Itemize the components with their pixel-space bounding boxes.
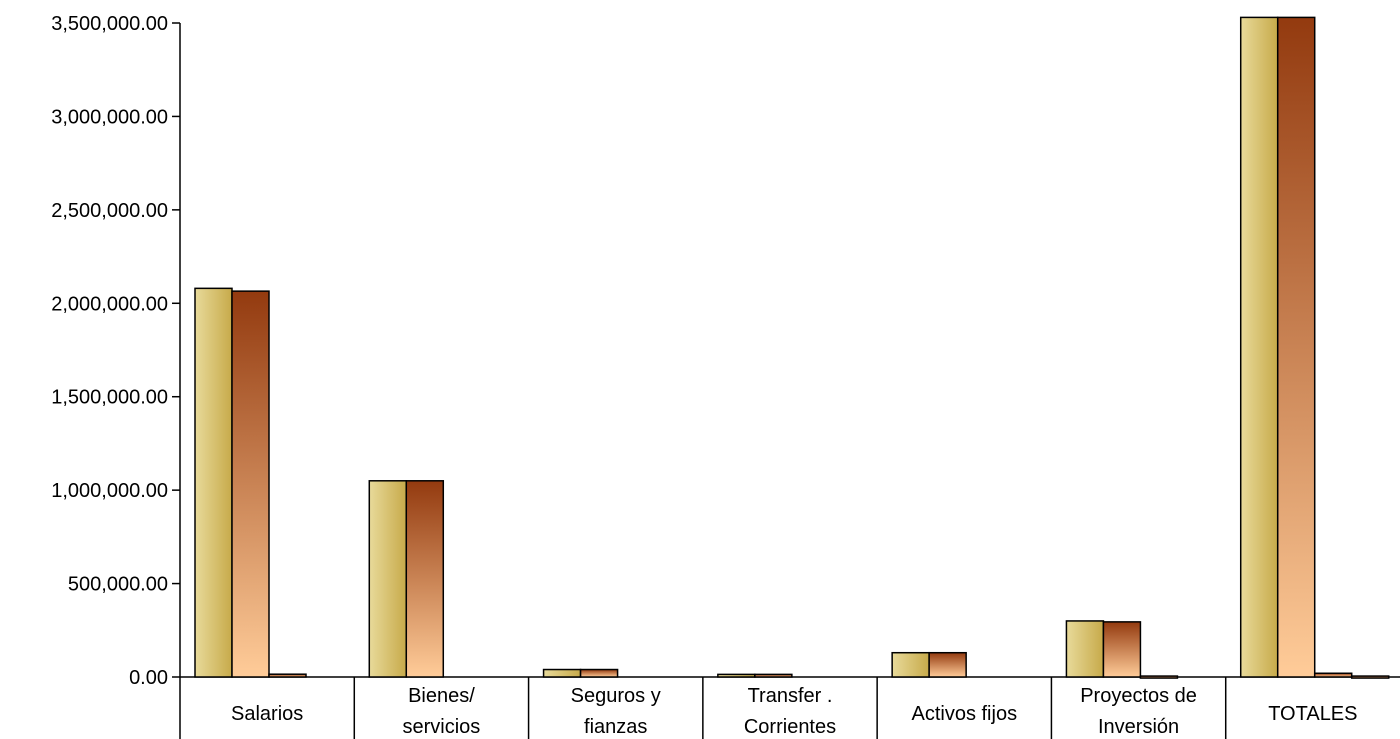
category-label: Transfer . Corrientes bbox=[744, 685, 836, 738]
category-label: Proyectos de Inversión bbox=[1080, 685, 1197, 738]
y-tick-label: 1,500,000.00 bbox=[51, 387, 168, 409]
bar-series-2-category-5 bbox=[928, 651, 967, 678]
bar-series-1-category-4 bbox=[717, 673, 756, 678]
y-tick-label: 3,000,000.00 bbox=[51, 106, 168, 128]
bar-series-2-category-6 bbox=[1102, 621, 1142, 678]
bar-series-2-category-2 bbox=[405, 480, 445, 678]
category-label: Seguros y fianzas bbox=[571, 685, 661, 738]
bar-series-1-category-2 bbox=[368, 480, 408, 678]
bar-series-1-category-1 bbox=[194, 287, 233, 678]
bar-series-3-category-7 bbox=[1313, 672, 1353, 678]
category-label: TOTALES bbox=[1268, 703, 1357, 725]
bar-series-4-category-7 bbox=[1350, 675, 1390, 679]
bar-series-2-category-7 bbox=[1276, 16, 1316, 678]
y-tick-label: 2,500,000.00 bbox=[51, 200, 168, 222]
y-tick-label: 3,500,000.00 bbox=[51, 13, 168, 35]
y-tick-label: 0.00 bbox=[129, 667, 168, 689]
x-axis: Salarios Bienes/servicios Seguros y fianzas… bbox=[180, 676, 1400, 739]
bar-series-3-category-6 bbox=[1139, 675, 1179, 679]
category-label: Bienes/servicios bbox=[403, 685, 481, 738]
category-label: Activos fijos bbox=[911, 703, 1017, 725]
y-tick-label: 2,000,000.00 bbox=[51, 293, 168, 315]
bar-series-2-category-3 bbox=[579, 668, 619, 678]
bar-series-2-category-1 bbox=[231, 290, 270, 678]
bars bbox=[194, 16, 1390, 679]
y-axis: 0.00 500,000.00 1,000,000.00 1,500,000.00 2,… bbox=[51, 13, 181, 739]
category-label: Salarios bbox=[231, 703, 303, 725]
bar-series-3-category-1 bbox=[268, 673, 307, 678]
y-tick-label: 1,000,000.00 bbox=[51, 480, 168, 502]
bar-series-1-category-5 bbox=[891, 651, 930, 678]
y-tick-label: 500,000.00 bbox=[68, 574, 168, 596]
bar-series-2-category-4 bbox=[754, 673, 793, 678]
bar-series-1-category-3 bbox=[542, 668, 582, 678]
bar-series-1-category-7 bbox=[1239, 16, 1279, 678]
bar-series-1-category-6 bbox=[1065, 620, 1105, 678]
